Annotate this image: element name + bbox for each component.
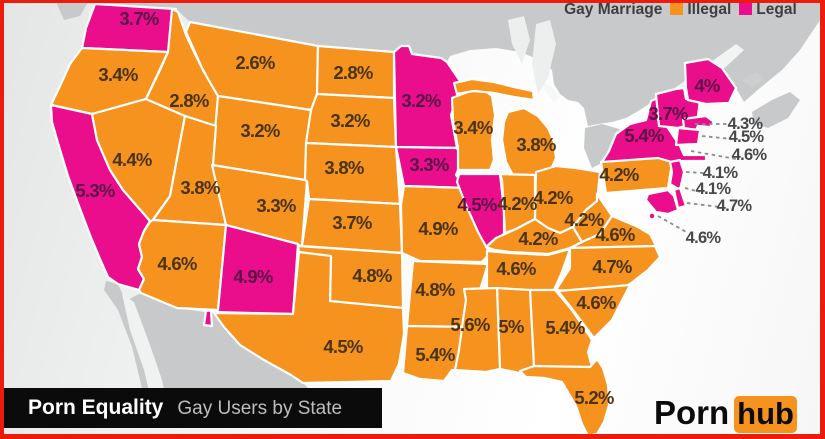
svg-text:5%: 5% bbox=[498, 316, 524, 337]
svg-text:5.6%: 5.6% bbox=[450, 314, 490, 335]
svg-text:4.7%: 4.7% bbox=[717, 197, 753, 215]
svg-text:3.3%: 3.3% bbox=[256, 195, 296, 216]
svg-text:3.4%: 3.4% bbox=[98, 64, 138, 85]
svg-text:4.2%: 4.2% bbox=[533, 187, 573, 208]
svg-text:3.7%: 3.7% bbox=[119, 8, 159, 29]
svg-text:4.8%: 4.8% bbox=[352, 265, 392, 286]
svg-text:4.2%: 4.2% bbox=[518, 228, 558, 249]
svg-text:3.7%: 3.7% bbox=[332, 212, 372, 233]
svg-text:4.8%: 4.8% bbox=[415, 279, 455, 300]
svg-text:4.5%: 4.5% bbox=[457, 194, 497, 215]
svg-text:3.2%: 3.2% bbox=[330, 110, 370, 131]
svg-text:4%: 4% bbox=[694, 75, 720, 96]
svg-text:5.4%: 5.4% bbox=[545, 317, 585, 338]
svg-text:4.6%: 4.6% bbox=[732, 146, 768, 164]
svg-text:3.8%: 3.8% bbox=[516, 134, 556, 155]
svg-text:4.6%: 4.6% bbox=[595, 224, 635, 245]
svg-text:3.3%: 3.3% bbox=[409, 154, 449, 175]
svg-text:2.8%: 2.8% bbox=[169, 90, 209, 111]
svg-text:4.9%: 4.9% bbox=[418, 218, 458, 239]
svg-text:4.5%: 4.5% bbox=[729, 128, 765, 146]
svg-text:4.1%: 4.1% bbox=[703, 164, 739, 182]
svg-text:5.4%: 5.4% bbox=[624, 125, 664, 146]
svg-text:3.7%: 3.7% bbox=[648, 103, 688, 124]
svg-text:5.2%: 5.2% bbox=[574, 387, 614, 408]
svg-text:4.7%: 4.7% bbox=[592, 256, 632, 277]
svg-text:2.6%: 2.6% bbox=[235, 52, 275, 73]
svg-text:4.9%: 4.9% bbox=[233, 266, 273, 287]
svg-text:4.3%: 4.3% bbox=[728, 115, 764, 133]
svg-text:3.4%: 3.4% bbox=[453, 117, 493, 138]
svg-text:3.8%: 3.8% bbox=[180, 177, 220, 198]
svg-text:4.1%: 4.1% bbox=[696, 180, 732, 198]
svg-text:2.8%: 2.8% bbox=[333, 62, 373, 83]
svg-text:4.6%: 4.6% bbox=[157, 253, 197, 274]
svg-text:4.6%: 4.6% bbox=[496, 258, 536, 279]
svg-text:5.3%: 5.3% bbox=[75, 180, 115, 201]
svg-text:3.2%: 3.2% bbox=[401, 90, 441, 111]
svg-text:4.4%: 4.4% bbox=[112, 149, 152, 170]
svg-text:3.2%: 3.2% bbox=[240, 120, 280, 141]
svg-text:4.2%: 4.2% bbox=[599, 164, 639, 185]
svg-text:4.2%: 4.2% bbox=[564, 209, 604, 230]
svg-text:5.4%: 5.4% bbox=[415, 344, 455, 365]
svg-text:3.8%: 3.8% bbox=[324, 157, 364, 178]
svg-text:4.6%: 4.6% bbox=[576, 292, 616, 313]
svg-text:4.5%: 4.5% bbox=[323, 336, 363, 357]
svg-text:4.6%: 4.6% bbox=[686, 229, 722, 247]
svg-text:4.2%: 4.2% bbox=[497, 193, 537, 214]
